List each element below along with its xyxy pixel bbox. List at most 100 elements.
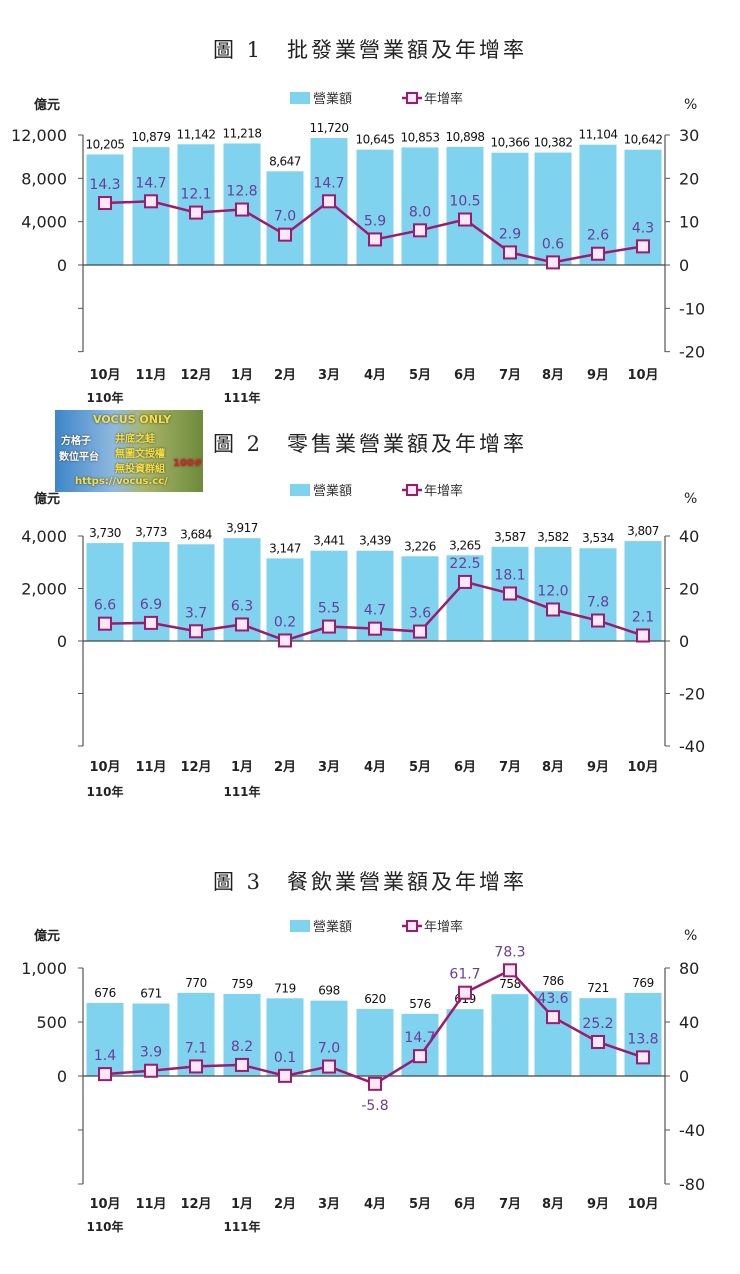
x-axis-month-label: 1月 <box>231 760 253 775</box>
line-marker-icon <box>413 624 427 639</box>
right-tick-label: -40 <box>679 1121 705 1140</box>
line-marker-icon <box>144 615 158 630</box>
line-value-label: 6.9 <box>140 597 162 613</box>
x-axis-month-label: 10月 <box>627 760 658 775</box>
line-marker-icon <box>368 232 382 247</box>
x-axis-month-label: 5月 <box>409 760 431 775</box>
chart2-title: 圖 2 零售業營業額及年增率 <box>212 432 528 456</box>
bar-value-label: 3,534 <box>582 531 614 545</box>
bar-value-label: 3,730 <box>89 526 121 540</box>
right-tick-label: 0 <box>679 632 689 651</box>
bar <box>534 152 572 265</box>
legend-line-label: 年增率 <box>424 919 463 935</box>
line-value-label: 6.6 <box>94 598 116 614</box>
legend-bar-label: 營業額 <box>313 483 352 499</box>
left-tick-label: 12,000 <box>11 126 67 145</box>
legend-line-label: 年增率 <box>424 483 463 499</box>
line-value-label: 25.2 <box>582 1016 613 1032</box>
x-axis-month-label: 11月 <box>135 1197 166 1212</box>
x-axis-year-label: 111年 <box>223 1219 260 1234</box>
line-value-label: 12.0 <box>537 584 568 600</box>
line-marker-icon <box>98 1067 112 1082</box>
bar-value-label: 3,773 <box>135 525 167 539</box>
line-marker-icon <box>591 246 605 261</box>
x-axis-month-label: 7月 <box>499 1197 521 1212</box>
line-value-label: 2.9 <box>499 226 521 242</box>
line-value-label: 7.8 <box>587 595 609 611</box>
watermark-line: https://vocus.cc/ <box>75 476 168 487</box>
line-marker-icon <box>458 985 472 1000</box>
line-marker-icon <box>322 194 336 209</box>
x-axis-month-label: 9月 <box>587 1197 609 1212</box>
x-axis-month-label: 11月 <box>135 368 166 383</box>
line-marker-icon <box>144 1063 158 1078</box>
line-value-label: 14.3 <box>89 177 120 193</box>
line-value-label: 22.5 <box>449 556 480 572</box>
chart1-title: 圖 1 批發業營業額及年增率 <box>212 38 528 62</box>
line-marker-icon <box>278 227 292 242</box>
line-value-label: 7.0 <box>274 209 296 225</box>
bar-value-label: 786 <box>542 974 563 988</box>
line-value-label: 8.2 <box>231 1039 253 1055</box>
left-tick-label: 0 <box>57 1067 67 1086</box>
legend-bar-swatch <box>290 92 310 104</box>
x-axis-month-label: 9月 <box>587 368 609 383</box>
left-tick-label: 8,000 <box>21 169 67 188</box>
line-marker-icon <box>235 202 249 217</box>
bar-value-label: 10,898 <box>446 130 485 144</box>
bar-value-label: 769 <box>632 976 653 990</box>
bar-value-label: 676 <box>94 986 115 1000</box>
x-axis-month-label: 5月 <box>409 1197 431 1212</box>
bar <box>177 144 215 265</box>
line-value-label: 10.5 <box>449 194 480 210</box>
line-marker-icon <box>98 616 112 631</box>
left-axis-unit: 億元 <box>34 97 60 113</box>
line-marker-icon <box>591 613 605 628</box>
bar <box>266 558 304 641</box>
line-marker-icon <box>189 1059 203 1074</box>
line-value-label: 4.3 <box>632 220 654 236</box>
x-axis-month-label: 3月 <box>318 760 340 775</box>
bar <box>579 144 617 265</box>
bar-value-label: 11,720 <box>310 121 349 135</box>
x-axis-month-label: 12月 <box>180 1197 211 1212</box>
legend-marker-icon <box>406 484 418 496</box>
x-axis-month-label: 8月 <box>542 760 564 775</box>
line-value-label: 7.0 <box>318 1041 340 1057</box>
x-axis-month-label: 1月 <box>231 1197 253 1212</box>
x-axis-month-label: 7月 <box>499 368 521 383</box>
line-marker-icon <box>591 1034 605 1049</box>
line-marker-icon <box>503 245 517 260</box>
left-tick-label: 4,000 <box>21 213 67 232</box>
right-tick-label: 0 <box>679 1067 689 1086</box>
right-tick-label: -80 <box>679 1175 705 1194</box>
x-axis-month-label: 10月 <box>89 368 120 383</box>
bar-value-label: 758 <box>499 977 520 991</box>
line-marker-icon <box>322 619 336 634</box>
x-axis-month-label: 7月 <box>499 760 521 775</box>
chart3-title: 圖 3 餐飲業營業額及年增率 <box>212 870 528 894</box>
right-axis-unit: % <box>684 97 697 113</box>
x-axis-year-label: 110年 <box>86 784 123 799</box>
right-axis-unit: % <box>684 491 697 507</box>
left-tick-label: 0 <box>57 632 67 651</box>
x-axis-month-label: 3月 <box>318 368 340 383</box>
bar-value-label: 10,205 <box>86 137 125 151</box>
right-tick-label: 20 <box>679 580 699 599</box>
bar-value-label: 3,439 <box>359 534 391 548</box>
left-tick-label: 0 <box>57 256 67 275</box>
right-tick-label: 40 <box>679 527 699 546</box>
left-tick-label: 1,000 <box>21 959 67 978</box>
right-tick-label: 40 <box>679 1013 699 1032</box>
bar <box>356 149 394 265</box>
bar-value-label: 671 <box>140 987 161 1001</box>
bar <box>446 146 484 265</box>
legend-bar-label: 營業額 <box>313 91 352 107</box>
line-marker-icon <box>503 586 517 601</box>
bar-value-label: 11,142 <box>177 127 216 141</box>
x-axis-month-label: 2月 <box>274 760 296 775</box>
line-marker-icon <box>458 574 472 589</box>
right-tick-label: 10 <box>679 213 699 232</box>
line-value-label: 0.2 <box>274 614 296 630</box>
bar-value-label: 10,853 <box>401 130 440 144</box>
